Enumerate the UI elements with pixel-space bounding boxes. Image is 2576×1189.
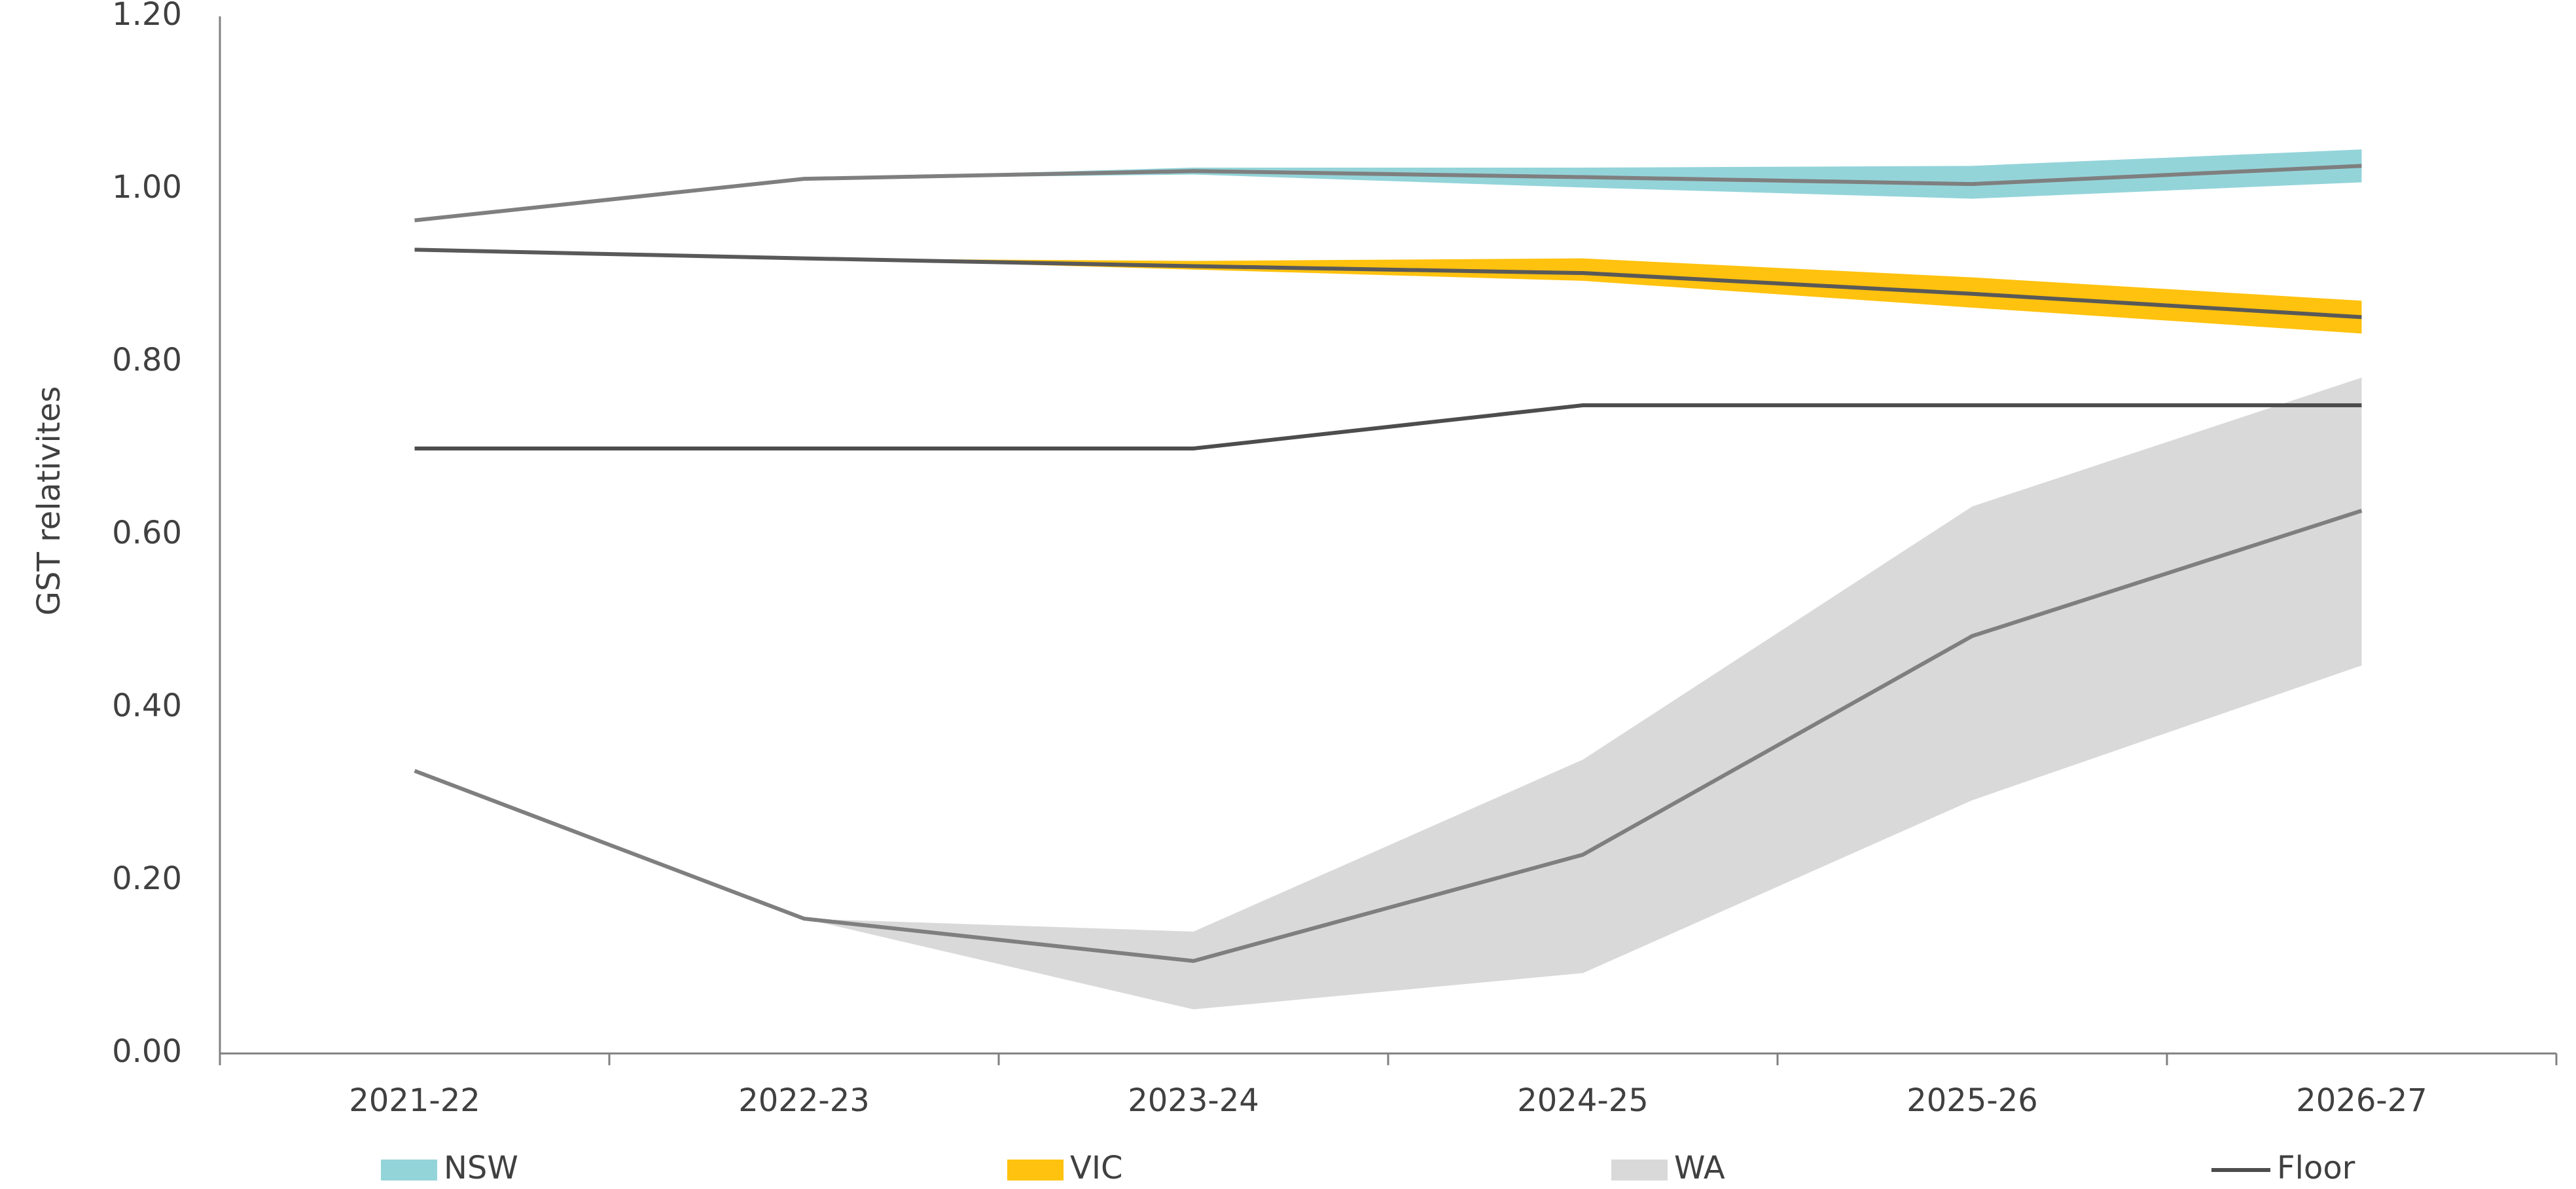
series-line	[414, 509, 2363, 963]
y-tick-label: 1.20	[112, 0, 182, 33]
series-line	[414, 403, 2362, 450]
x-tick-label: 2022-23	[738, 1082, 870, 1119]
legend-label: Floor	[2277, 1150, 2355, 1186]
legend-swatch	[381, 1160, 437, 1180]
y-axis-title: GST relativites	[31, 386, 67, 615]
legend-label: VIC	[1070, 1150, 1123, 1186]
y-tick-label: 0.60	[112, 515, 182, 551]
y-tick-label: 0.00	[112, 1033, 182, 1070]
x-tick-label: 2024-25	[1517, 1082, 1649, 1119]
x-tick-label: 2021-22	[349, 1082, 480, 1119]
legend-label: NSW	[444, 1150, 518, 1186]
series-line	[414, 247, 2362, 320]
range-band	[804, 258, 2362, 334]
x-tick-label: 2025-26	[1906, 1082, 2038, 1119]
y-tick-label: 1.00	[112, 169, 182, 206]
x-tick-label: 2023-24	[1128, 1082, 1259, 1119]
range-band	[804, 149, 2362, 199]
y-tick-label: 0.80	[112, 342, 182, 378]
series-line	[414, 164, 2362, 223]
legend-swatch	[1611, 1160, 1668, 1180]
x-tick-label: 2026-27	[2296, 1082, 2427, 1119]
y-tick-label: 0.20	[112, 860, 182, 897]
range-band	[804, 377, 2362, 1010]
y-tick-label: 0.40	[112, 687, 182, 724]
legend-label: WA	[1674, 1150, 1725, 1186]
legend-swatch	[1007, 1160, 1064, 1180]
